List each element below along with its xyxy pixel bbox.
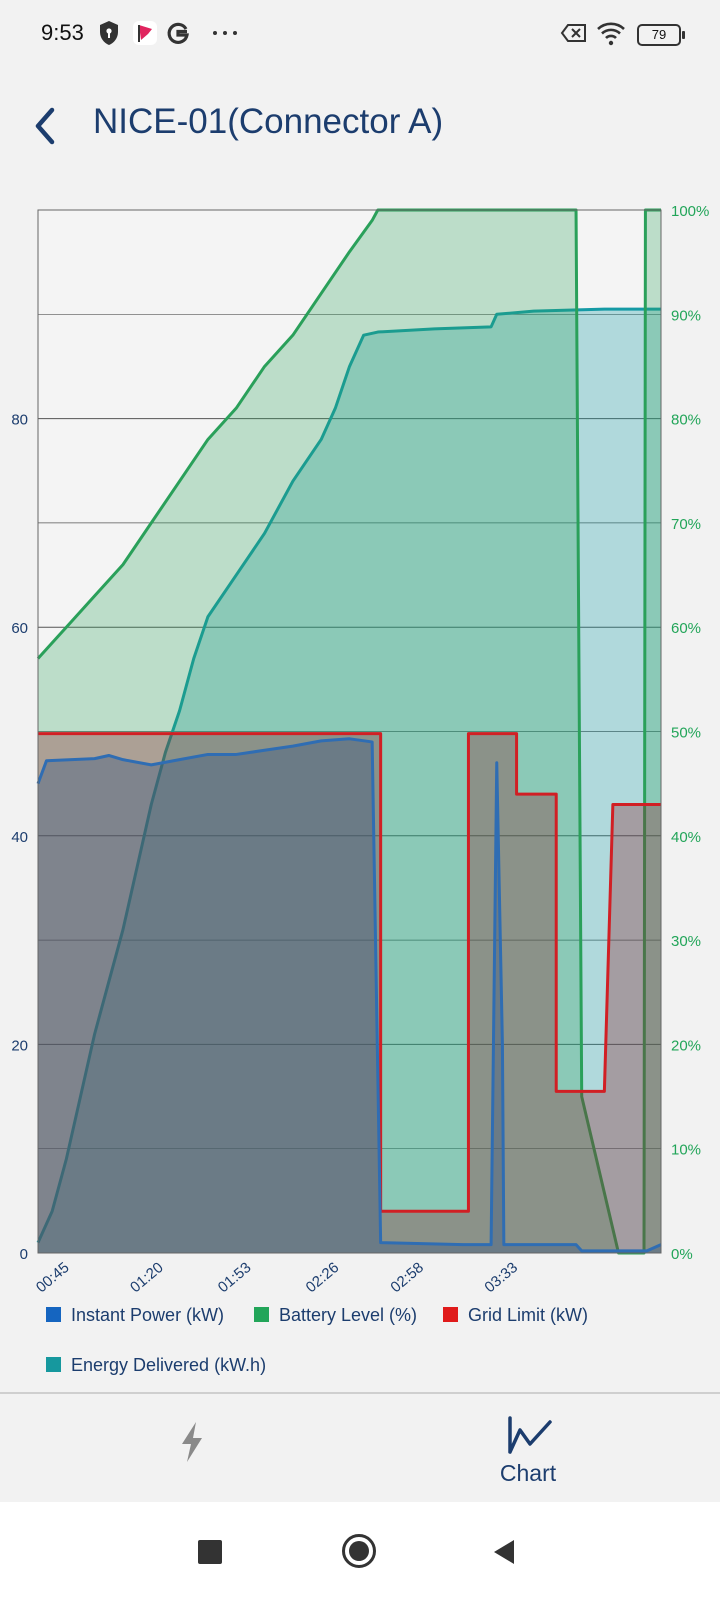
battery-level: 79 (651, 27, 667, 42)
right-tick-label: 60% (671, 620, 701, 637)
series-line-grid-limit-kw (38, 732, 661, 1213)
page-title: NICE-01(Connector A) (93, 102, 444, 141)
x-tick-label: 02:26 (303, 1259, 343, 1296)
series-line-battery-level (36, 208, 661, 1255)
google-icon (167, 22, 189, 44)
x-tick-label: 00:45 (33, 1259, 73, 1296)
x-axis: 00:45 01:20 01:53 02:26 02:58 03:33 (33, 1259, 521, 1296)
series-area-instant-power-kw (38, 738, 661, 1253)
legend-label: Instant Power (kW) (71, 1305, 225, 1325)
bottom-nav: Chart (0, 1394, 720, 1502)
series-area-battery-level (38, 210, 661, 1253)
left-tick-label: 40 (11, 829, 28, 846)
chart: 0 20 40 60 80 0% 10% 20% 30% 40% 50% 60% 70% 80% 90% 1… (11, 203, 709, 1296)
lightning-icon (182, 1422, 202, 1462)
home-circle-icon[interactable] (342, 1534, 376, 1568)
right-tick-label: 0% (671, 1246, 693, 1263)
right-tick-label: 20% (671, 1037, 701, 1054)
legend-label: Grid Limit (kW) (468, 1305, 588, 1325)
left-tick-label: 0 (20, 1246, 28, 1263)
recents-square-icon[interactable] (198, 1540, 222, 1564)
right-tick-label: 50% (671, 725, 701, 742)
no-sim-icon (560, 24, 586, 42)
right-tick-label: 100% (671, 203, 709, 220)
divider (0, 1392, 720, 1394)
legend-swatch (46, 1357, 61, 1372)
plot-frame (37, 209, 662, 1254)
back-triangle-icon[interactable] (489, 1537, 519, 1567)
right-tick-label: 30% (671, 933, 701, 950)
legend-item-battery-level: Battery Level (%) (254, 1305, 417, 1326)
legend-label: Battery Level (%) (279, 1305, 418, 1325)
x-tick-label: 01:20 (127, 1259, 167, 1296)
right-tick-label: 40% (671, 829, 701, 846)
x-tick-label: 01:53 (215, 1259, 255, 1296)
series-line-instant-power-kw (36, 737, 662, 1253)
right-tick-label: 10% (671, 1142, 701, 1159)
legend-swatch (443, 1307, 458, 1322)
tab-chart[interactable]: Chart (428, 1394, 628, 1502)
x-tick-label: 02:58 (387, 1259, 427, 1296)
chevron-left-icon[interactable] (28, 104, 68, 148)
system-nav-bar (0, 1502, 720, 1600)
tab-chart-label: Chart (499, 1460, 557, 1486)
right-tick-label: 70% (671, 516, 701, 533)
tab-charging[interactable] (92, 1394, 292, 1502)
right-tick-label: 80% (671, 412, 701, 429)
chart-line-icon (508, 1416, 552, 1454)
left-tick-label: 60 (11, 620, 28, 637)
series-line-energy-delivered-kw-h (36, 307, 661, 1244)
legend-swatch (254, 1307, 269, 1322)
legend-swatch (46, 1307, 61, 1322)
series-area-energy-delivered-kw-h (38, 309, 661, 1254)
legend-item-energy-delivered: Energy Delivered (kW.h) (46, 1355, 266, 1376)
left-tick-label: 20 (11, 1037, 28, 1054)
header: NICE-01(Connector A) (0, 90, 720, 160)
more-dots-icon (213, 31, 237, 35)
shield-icon (100, 21, 118, 45)
right-tick-label: 90% (671, 307, 701, 324)
legend-label: Energy Delivered (kW.h) (71, 1355, 267, 1375)
status-time: 9:53 (41, 20, 84, 45)
left-tick-label: 80 (11, 412, 28, 429)
right-axis: 0% 10% 20% 30% 40% 50% 60% 70% 80% 90% 100% (671, 203, 709, 1263)
legend-item-grid-limit: Grid Limit (kW) (443, 1305, 588, 1326)
x-tick-label: 03:33 (481, 1259, 521, 1296)
flag-app-icon (133, 21, 157, 45)
left-axis: 0 20 40 60 80 (11, 412, 28, 1263)
chart-series (36, 208, 662, 1255)
status-bar: 9:53 79 (0, 0, 720, 70)
battery-icon: 79 (637, 24, 685, 46)
series-area-grid-limit-kw (38, 733, 661, 1253)
wifi-icon (597, 22, 625, 46)
legend-item-instant-power: Instant Power (kW) (46, 1305, 224, 1326)
